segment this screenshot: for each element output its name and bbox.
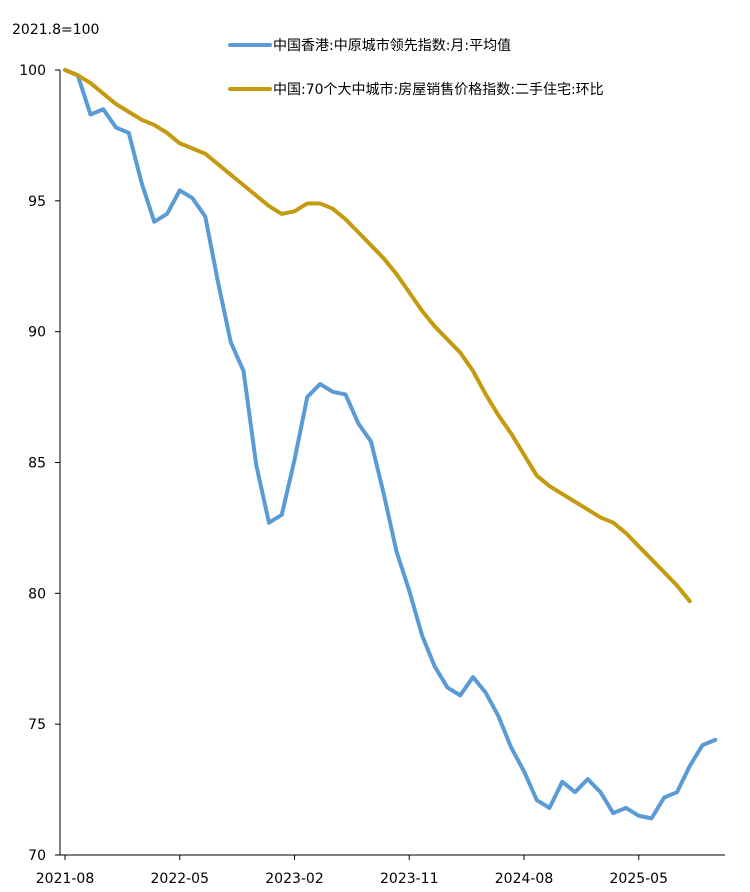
series-group	[63, 68, 718, 821]
x-tick-label: 2021-08	[36, 871, 95, 887]
x-axis-ticks: 2021-08 2022-05 2023-02 2023-11 2024-08 2025-…	[36, 855, 668, 887]
series-line-70city-secondhand	[63, 68, 692, 604]
y-tick-label: 70	[28, 848, 46, 864]
y-tick-label: 85	[28, 456, 46, 472]
x-tick-label: 2023-11	[380, 871, 439, 887]
y-axis-ticks: 70 75 80 85 90 95 100	[19, 63, 60, 864]
y-tick-label: 95	[28, 194, 46, 210]
legend: 中国香港:中原城市领先指数:月:平均值 中国:70个大中城市:房屋销售价格指数:…	[228, 37, 604, 98]
y-tick-label: 100	[19, 63, 46, 79]
unit-note: 2021.8=100	[12, 22, 99, 38]
x-tick-label: 2024-08	[495, 871, 554, 887]
series-line-hk-centa	[63, 68, 718, 821]
x-tick-label: 2022-05	[151, 871, 210, 887]
legend-label-70city: 中国:70个大中城市:房屋销售价格指数:二手住宅:环比	[273, 81, 604, 98]
y-tick-label: 90	[28, 325, 46, 341]
x-tick-label: 2023-02	[265, 871, 324, 887]
x-tick-label: 2025-05	[610, 871, 669, 887]
y-tick-label: 75	[28, 717, 46, 733]
y-tick-label: 80	[28, 586, 46, 602]
legend-label-hk: 中国香港:中原城市领先指数:月:平均值	[273, 37, 511, 54]
